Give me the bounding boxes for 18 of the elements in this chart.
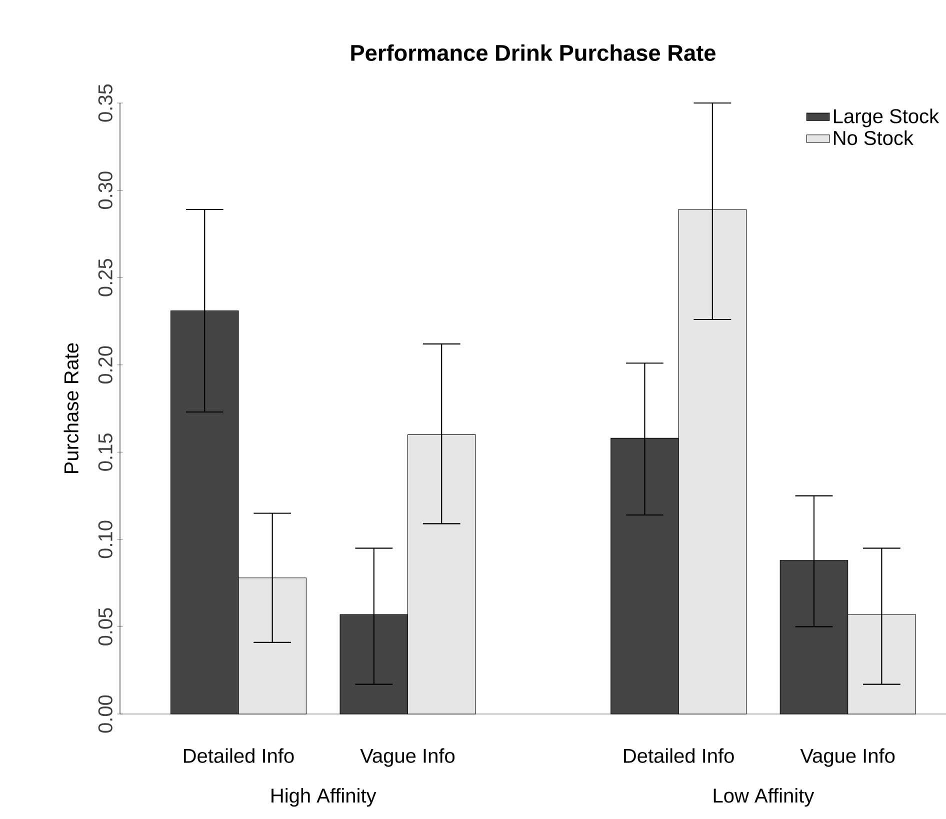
y-tick-label: 0.10	[98, 520, 112, 558]
legend-label: No Stock	[834, 130, 914, 146]
text: High Affinity	[272, 788, 376, 807]
text: Low Affinity	[714, 788, 814, 807]
y-tick-label: 0.35	[98, 84, 112, 122]
chart-title: Performance Drink Purchase Rate	[351, 44, 716, 61]
x-tick-label: Vague Info	[360, 748, 455, 767]
legend-label: Large Stock	[834, 108, 940, 128]
y-tick-label: 0.15	[98, 434, 112, 471]
x-tick-label: Vague Info	[800, 748, 895, 767]
y-tick-label: 0.05	[98, 608, 112, 646]
y-tick-label: 0.25	[98, 258, 112, 296]
y-tick-label: 0.00	[98, 695, 112, 733]
y-tick-label: 0.30	[98, 172, 112, 209]
y-axis-title: Purchase Rate	[64, 343, 78, 474]
x-tick-label: Detailed Info	[624, 748, 734, 763]
x-tick-label: Detailed Info	[184, 748, 294, 763]
y-tick-label: 0.20	[98, 346, 112, 384]
